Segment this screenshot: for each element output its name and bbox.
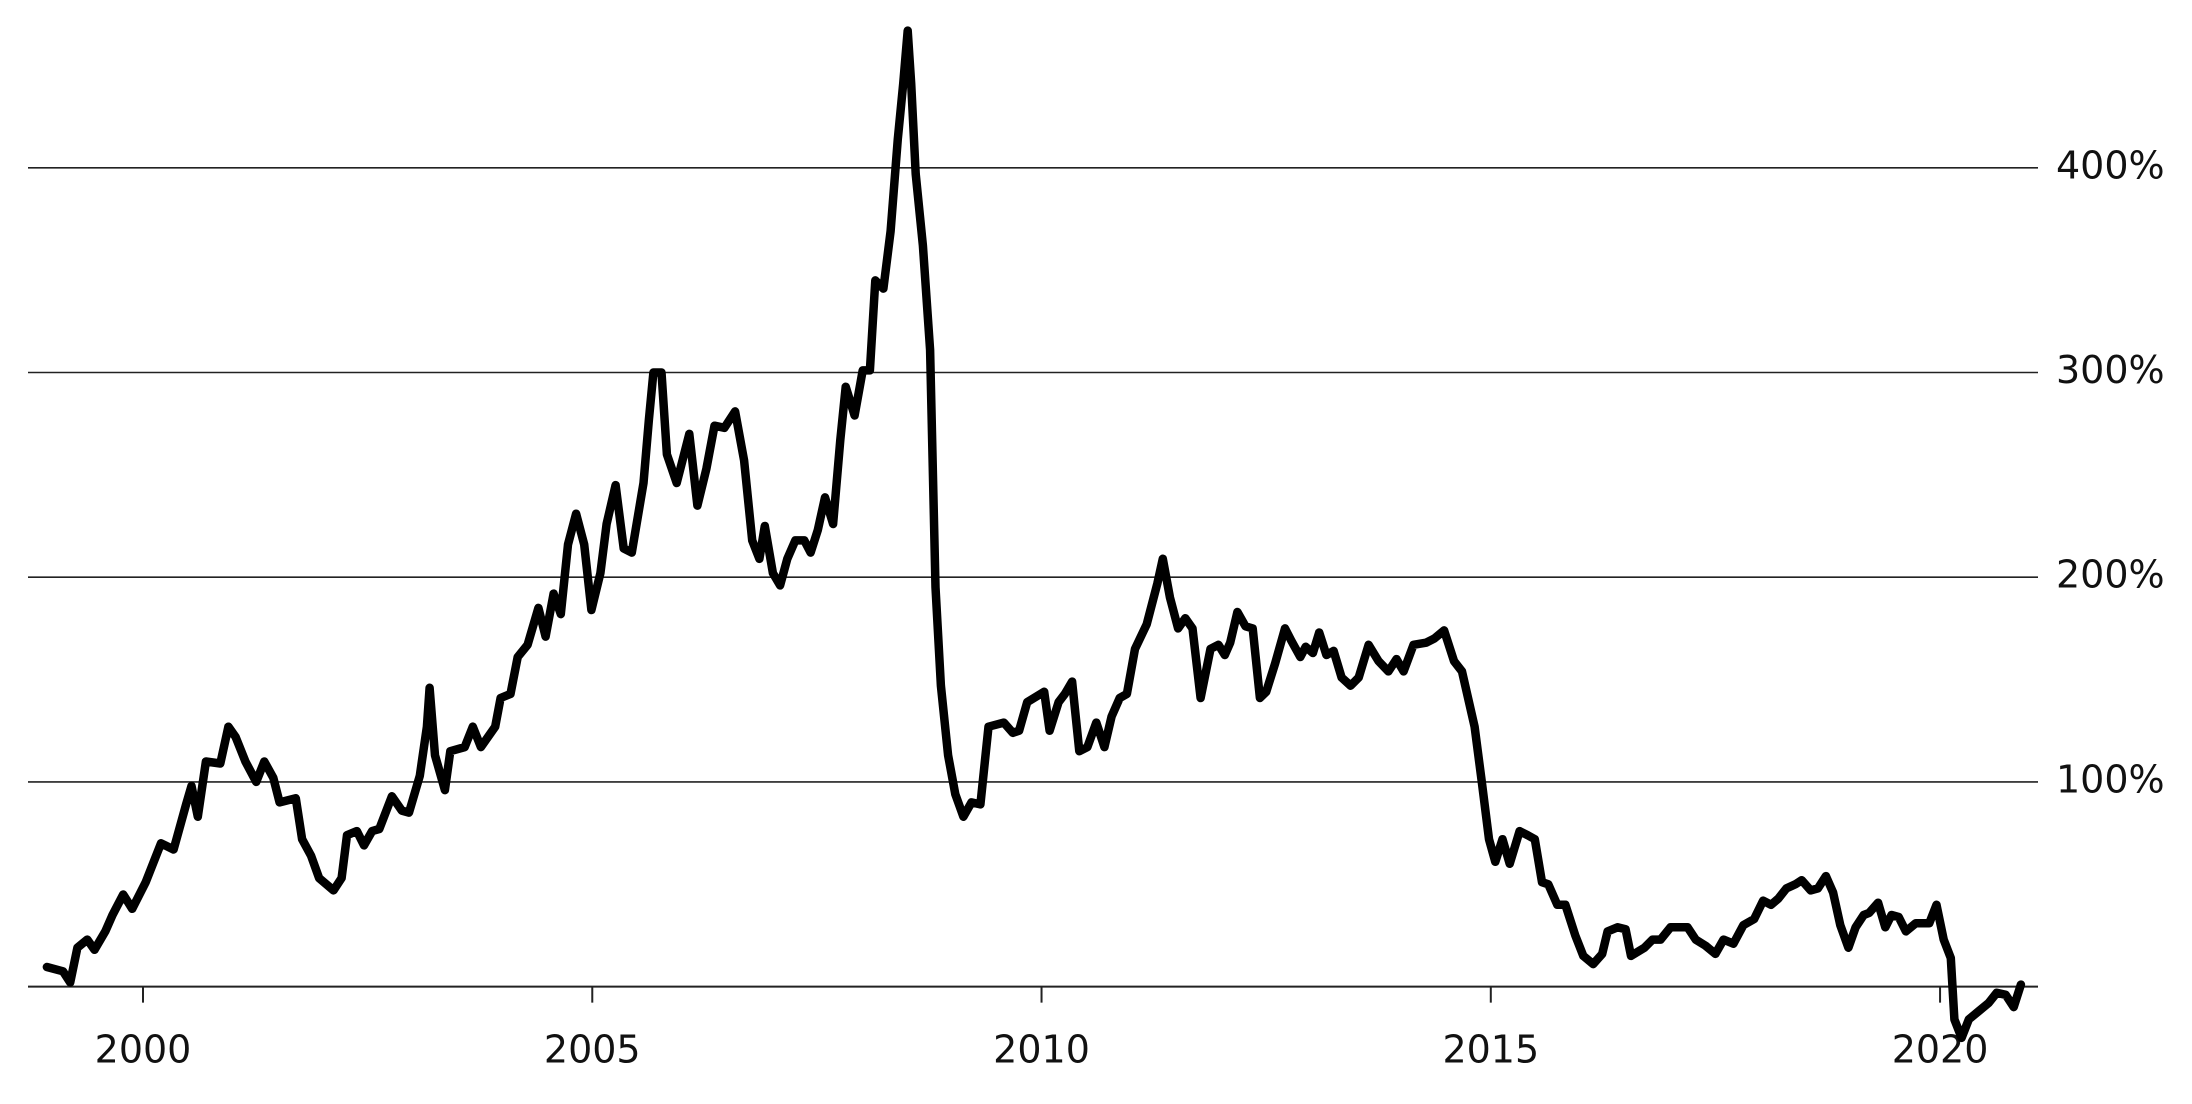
y-tick-label: 100% <box>2056 757 2165 801</box>
x-tick-label: 2000 <box>95 1028 192 1072</box>
x-tick-label: 2020 <box>1892 1028 1989 1072</box>
series-line <box>42 26 2026 1043</box>
x-tick-label: 2005 <box>544 1028 641 1072</box>
y-tick-label: 200% <box>2056 553 2165 597</box>
y-tick-label: 300% <box>2056 348 2165 392</box>
x-tick-label: 2015 <box>1442 1028 1539 1072</box>
y-tick-label: 400% <box>2056 143 2165 187</box>
x-tick-label: 2010 <box>993 1028 1090 1072</box>
